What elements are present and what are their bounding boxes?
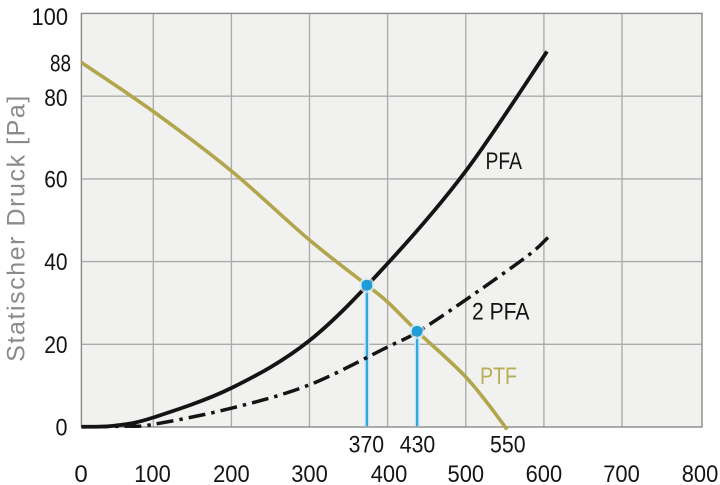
svg-text:PTF: PTF — [480, 363, 517, 390]
svg-text:370: 370 — [349, 432, 385, 459]
svg-text:80: 80 — [44, 85, 67, 112]
svg-text:88: 88 — [50, 51, 71, 78]
svg-text:550: 550 — [490, 432, 526, 459]
svg-text:Statischer Druck [Pa]: Statischer Druck [Pa] — [3, 96, 31, 362]
svg-text:0: 0 — [56, 415, 68, 442]
svg-text:100: 100 — [32, 4, 69, 31]
svg-text:430: 430 — [400, 432, 436, 459]
svg-text:0: 0 — [74, 461, 87, 485]
svg-text:40: 40 — [44, 249, 67, 276]
svg-text:100: 100 — [134, 461, 171, 485]
svg-text:20: 20 — [44, 332, 67, 359]
svg-text:800: 800 — [682, 461, 719, 485]
svg-text:500: 500 — [448, 461, 485, 485]
svg-text:400: 400 — [371, 461, 408, 485]
svg-text:200: 200 — [213, 461, 250, 485]
svg-text:600: 600 — [526, 461, 563, 485]
svg-text:PFA: PFA — [486, 148, 523, 175]
svg-text:300: 300 — [291, 461, 328, 485]
svg-text:60: 60 — [44, 167, 67, 194]
svg-text:2 PFA: 2 PFA — [472, 299, 530, 326]
svg-text:700: 700 — [603, 461, 640, 485]
